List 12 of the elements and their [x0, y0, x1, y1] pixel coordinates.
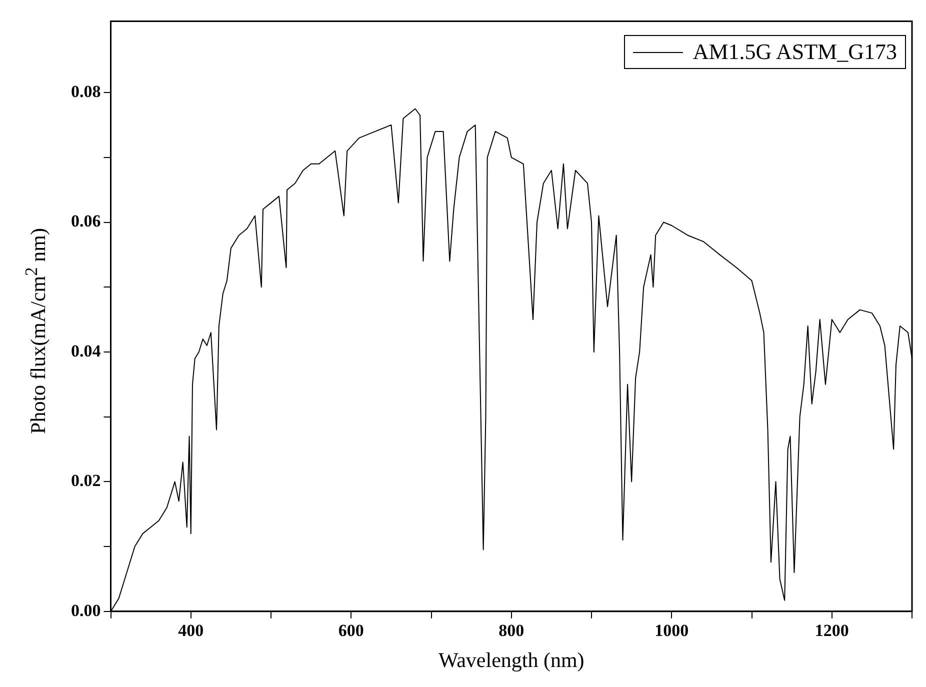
x-axis-title: Wavelength (nm) [438, 648, 584, 672]
y-tick-label: 0.02 [71, 471, 101, 490]
y-tick-label: 0.04 [71, 341, 102, 360]
x-tick-label: 1000 [654, 620, 689, 640]
x-tick-label: 400 [178, 620, 204, 640]
x-tick-label: 1200 [814, 620, 849, 640]
x-tick-label: 800 [498, 620, 524, 640]
legend-label: AM1.5G ASTM_G173 [692, 39, 897, 66]
y-tick-label: 0.00 [71, 600, 101, 620]
y-tick-label: 0.06 [71, 212, 101, 231]
y-tick-label: 0.08 [71, 82, 101, 101]
x-tick-label: 600 [338, 620, 364, 640]
